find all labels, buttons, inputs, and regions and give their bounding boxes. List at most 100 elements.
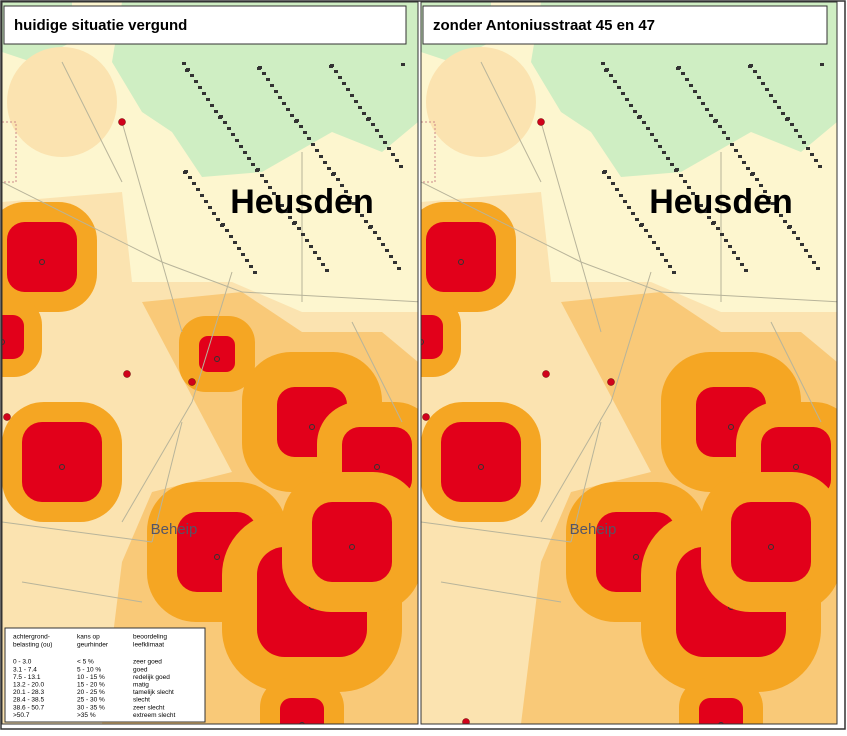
building xyxy=(781,112,785,115)
legend-cell: 0 - 3.0 xyxy=(13,659,32,666)
building xyxy=(311,143,315,146)
road xyxy=(161,261,243,293)
building xyxy=(644,229,648,232)
building xyxy=(231,133,235,136)
building xyxy=(724,239,728,242)
building xyxy=(629,104,633,107)
road xyxy=(2,521,153,543)
building xyxy=(609,74,613,77)
building xyxy=(198,86,202,89)
building xyxy=(755,178,759,181)
building xyxy=(321,263,325,266)
building xyxy=(635,218,639,221)
source-point xyxy=(309,424,315,430)
source-point xyxy=(59,464,65,470)
building xyxy=(385,249,389,252)
building xyxy=(790,123,794,126)
legend-header: leefklimaat xyxy=(133,642,164,649)
legend-cell: < 5 % xyxy=(77,659,94,666)
building xyxy=(247,157,251,160)
building xyxy=(763,190,767,193)
building xyxy=(775,208,779,211)
road xyxy=(540,121,602,333)
red-blob xyxy=(22,422,102,502)
road xyxy=(61,61,123,183)
building xyxy=(274,90,278,93)
building xyxy=(637,116,641,119)
legend-cell: 38.6 - 50.7 xyxy=(13,704,44,711)
building xyxy=(713,120,717,123)
building xyxy=(746,167,750,170)
building xyxy=(742,161,746,164)
building xyxy=(210,104,214,107)
building xyxy=(648,235,652,238)
building xyxy=(253,271,257,274)
source-point xyxy=(39,259,45,265)
building xyxy=(668,265,672,268)
road xyxy=(570,421,602,543)
area-label: Beheip xyxy=(151,521,198,538)
building xyxy=(243,151,247,154)
legend-cell: tamelijk slecht xyxy=(133,689,174,696)
legend-header: belasting (ou) xyxy=(13,642,52,649)
source-point xyxy=(718,722,724,724)
building xyxy=(218,116,222,119)
building xyxy=(806,147,810,150)
source-point xyxy=(374,464,380,470)
place-label: Heusden xyxy=(649,183,793,221)
legend-cell: 13.2 - 20.0 xyxy=(13,682,44,689)
map-panel: Heusden Beheip huidige situatie vergund xyxy=(1,1,419,725)
red-blob xyxy=(280,698,324,724)
building xyxy=(239,145,243,148)
building xyxy=(270,84,274,87)
building xyxy=(652,241,656,244)
building xyxy=(251,163,255,166)
red-blob xyxy=(699,698,743,724)
building xyxy=(783,220,787,223)
building xyxy=(689,84,693,87)
building xyxy=(192,182,196,185)
building xyxy=(257,67,261,70)
source-point xyxy=(478,464,484,470)
building xyxy=(674,169,678,172)
red-blob xyxy=(441,422,521,502)
building xyxy=(779,214,783,217)
building xyxy=(284,210,288,213)
legend-cell: extreem slecht xyxy=(133,712,175,719)
building xyxy=(200,194,204,197)
building xyxy=(395,159,399,162)
source-point xyxy=(421,339,424,345)
building xyxy=(327,167,331,170)
building xyxy=(377,237,381,240)
legend-header: kans op xyxy=(77,634,100,641)
building xyxy=(315,149,319,152)
building xyxy=(387,147,391,150)
building xyxy=(278,96,282,99)
building xyxy=(602,171,606,174)
road xyxy=(121,401,193,523)
building xyxy=(810,153,814,156)
light-zone xyxy=(7,47,117,157)
building xyxy=(309,245,313,248)
building xyxy=(323,161,327,164)
building xyxy=(798,135,802,138)
building xyxy=(272,192,276,195)
building xyxy=(381,243,385,246)
building xyxy=(233,241,237,244)
building xyxy=(619,194,623,197)
building xyxy=(664,259,668,262)
legend-box xyxy=(4,627,206,723)
building xyxy=(389,255,393,258)
farm-marker xyxy=(3,413,11,421)
building xyxy=(607,176,611,179)
building xyxy=(656,247,660,250)
building xyxy=(796,237,800,240)
legend: achtergrond-belasting (ou) kans opgeurhin… xyxy=(4,627,206,723)
building xyxy=(683,180,687,183)
building xyxy=(654,139,658,142)
legend-cell: goed xyxy=(133,666,148,673)
road xyxy=(151,421,183,543)
building xyxy=(227,127,231,130)
building xyxy=(765,88,769,91)
building xyxy=(642,121,646,124)
